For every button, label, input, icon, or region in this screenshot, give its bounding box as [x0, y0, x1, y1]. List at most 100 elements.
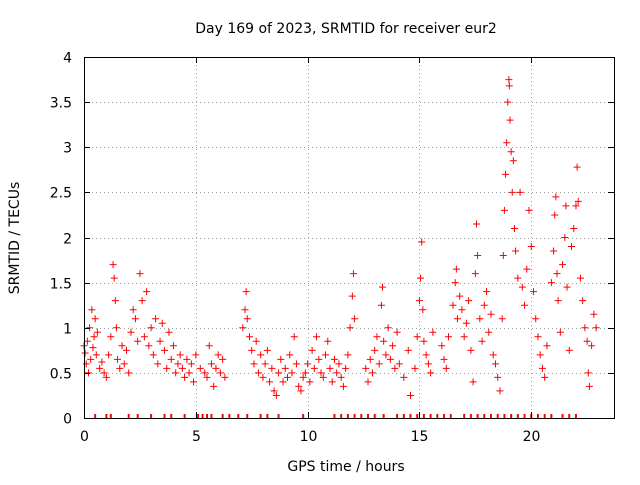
data-point	[590, 310, 598, 318]
data-point	[572, 202, 580, 210]
y-tick-label: 0	[63, 412, 72, 428]
data-point	[505, 76, 513, 84]
data-point	[181, 373, 189, 381]
data-point	[552, 193, 560, 201]
data-point	[169, 342, 177, 350]
data-point	[83, 337, 91, 345]
data-point	[346, 324, 354, 332]
data-point	[508, 188, 516, 196]
data-point	[550, 247, 558, 255]
data-point	[541, 373, 549, 381]
data-point	[91, 315, 99, 323]
data-point	[458, 306, 466, 314]
data-point	[286, 351, 294, 359]
data-point	[109, 261, 117, 269]
data-point	[149, 351, 157, 359]
data-point	[107, 333, 115, 341]
data-point	[583, 337, 591, 345]
data-point	[377, 301, 385, 309]
data-point	[362, 364, 370, 372]
data-point	[489, 351, 497, 359]
data-point	[161, 346, 169, 354]
data-point	[373, 333, 381, 341]
y-tick-label: 3	[63, 141, 72, 157]
data-point	[503, 139, 511, 147]
data-point	[87, 355, 95, 363]
data-point	[529, 288, 537, 296]
data-point	[284, 373, 292, 381]
data-point	[368, 369, 376, 377]
data-point	[379, 283, 387, 291]
y-tick-label: 2.5	[50, 186, 72, 202]
data-point	[156, 337, 164, 345]
data-point	[527, 243, 535, 251]
data-point	[476, 315, 484, 323]
data-point	[172, 369, 180, 377]
data-point	[254, 369, 262, 377]
data-points	[80, 76, 600, 418]
x-tick-label: 0	[80, 429, 89, 445]
data-point	[391, 364, 399, 372]
data-point	[494, 373, 502, 381]
data-point	[404, 346, 412, 354]
data-point	[330, 355, 338, 363]
data-point	[245, 333, 253, 341]
data-point	[243, 315, 251, 323]
data-point	[523, 265, 531, 273]
data-point	[306, 378, 314, 386]
data-point	[420, 337, 428, 345]
data-point	[507, 148, 515, 156]
data-point	[167, 355, 175, 363]
data-point	[474, 252, 482, 260]
data-point	[219, 355, 227, 363]
data-point	[573, 163, 581, 171]
data-point	[147, 324, 155, 332]
data-point	[333, 369, 341, 377]
data-point	[279, 378, 287, 386]
data-point	[183, 355, 191, 363]
data-point	[510, 224, 518, 232]
data-point	[536, 351, 544, 359]
data-point	[88, 306, 96, 314]
data-point	[375, 360, 383, 368]
data-point	[351, 315, 359, 323]
data-point	[252, 337, 260, 345]
data-point	[116, 364, 124, 372]
x-tick-label: 10	[300, 429, 318, 445]
data-point	[565, 346, 573, 354]
data-point	[131, 315, 139, 323]
data-point	[579, 297, 587, 305]
data-point	[92, 351, 100, 359]
data-point	[89, 344, 97, 352]
data-point	[110, 274, 118, 282]
data-point	[295, 382, 303, 390]
data-point	[105, 351, 113, 359]
data-point	[514, 274, 522, 282]
data-point	[308, 346, 316, 354]
data-point	[127, 328, 135, 336]
x-axis-label: GPS time / hours	[287, 459, 404, 475]
data-point	[337, 373, 345, 381]
data-point	[512, 247, 520, 255]
data-point	[257, 351, 265, 359]
data-point	[122, 346, 130, 354]
data-point	[449, 301, 457, 309]
data-point	[424, 360, 432, 368]
data-point	[393, 328, 401, 336]
data-point	[547, 279, 555, 287]
data-point	[440, 355, 448, 363]
data-point	[584, 369, 592, 377]
data-point	[465, 297, 473, 305]
data-point	[521, 301, 529, 309]
data-point	[438, 342, 446, 350]
data-point	[292, 360, 300, 368]
data-point	[499, 252, 507, 260]
chart-title: Day 169 of 2023, SRMTID for receiver eur…	[195, 21, 497, 37]
data-point	[585, 382, 593, 390]
data-point	[480, 301, 488, 309]
data-point	[81, 349, 89, 357]
data-point	[380, 337, 388, 345]
data-point	[445, 333, 453, 341]
data-point	[134, 337, 142, 345]
data-point	[196, 364, 204, 372]
